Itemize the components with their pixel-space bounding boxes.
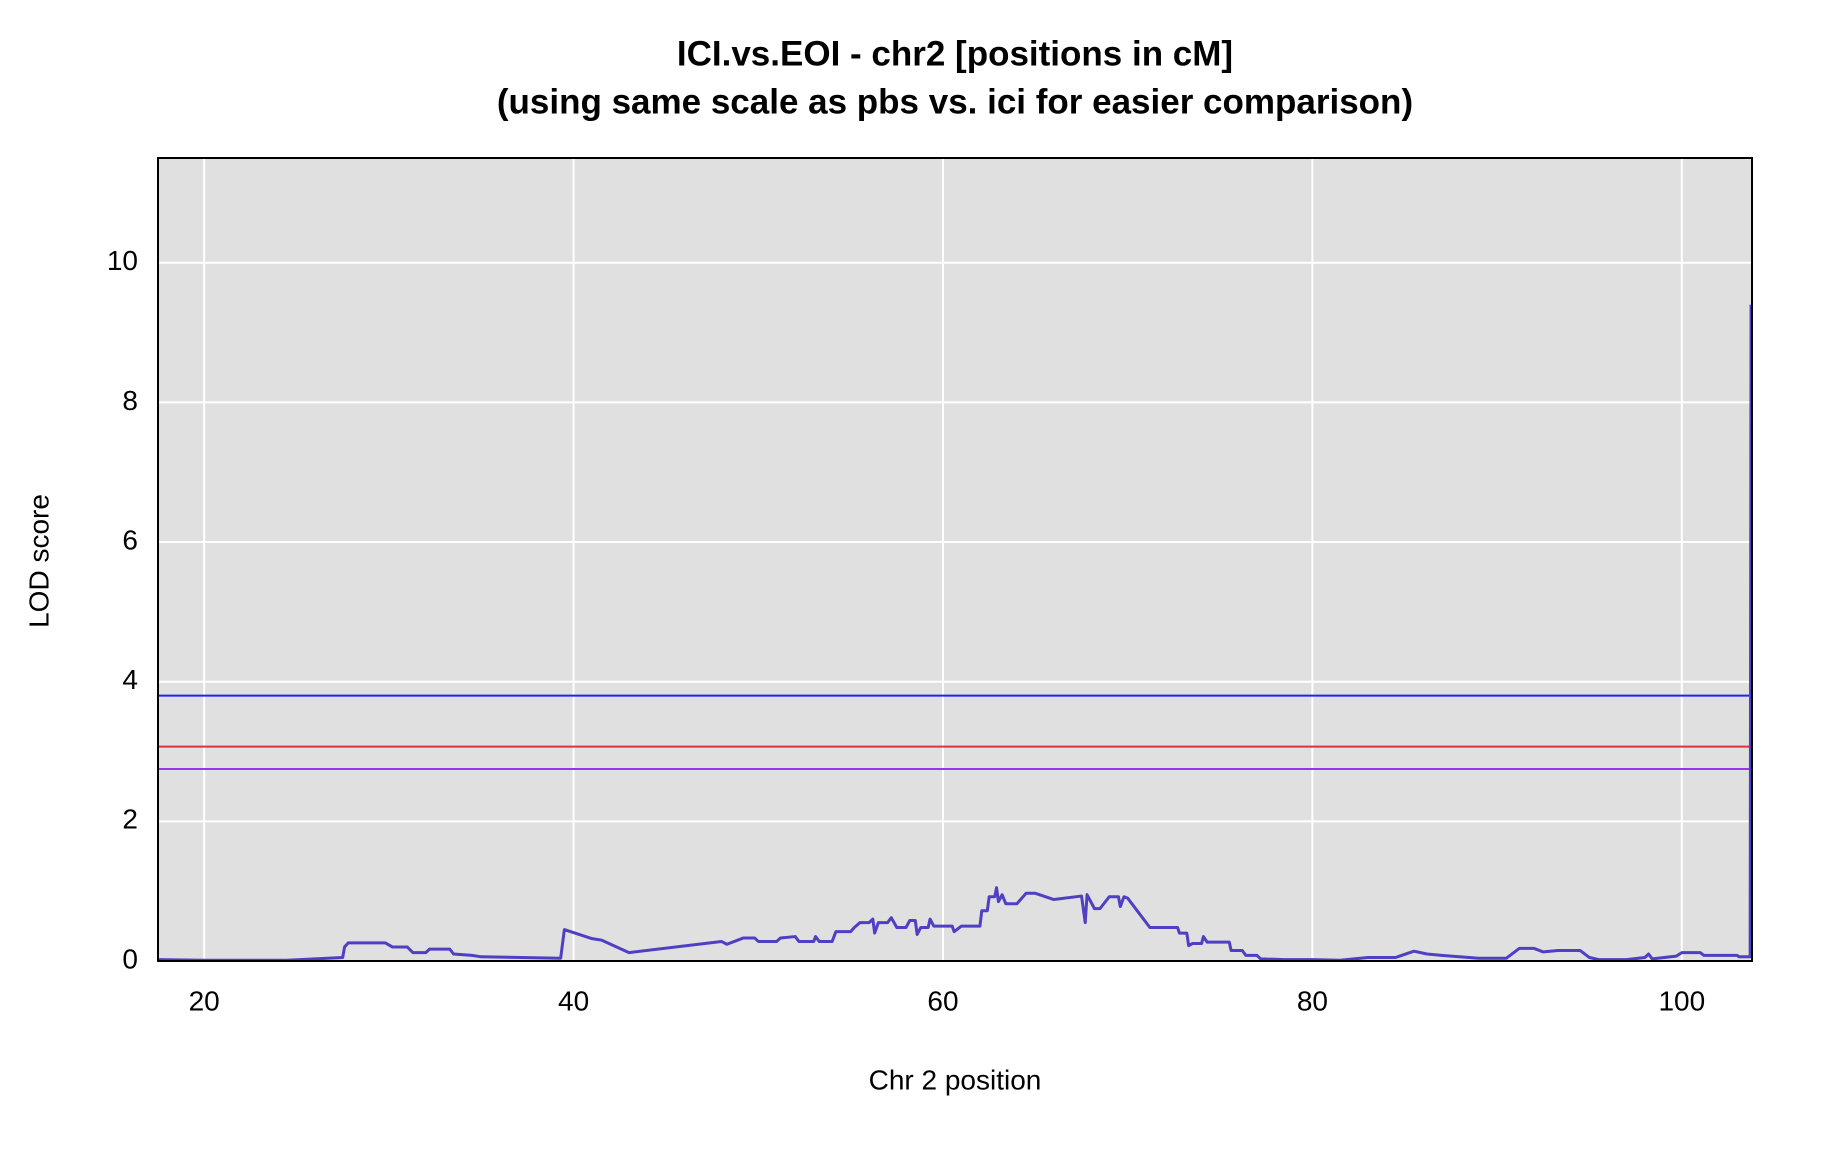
x-tick-label: 40 <box>558 985 589 1016</box>
x-tick-label: 60 <box>927 985 958 1016</box>
y-tick-label: 8 <box>122 385 138 416</box>
chart-title: ICI.vs.EOI - chr2 [positions in cM] <box>677 34 1233 73</box>
y-tick-label: 10 <box>107 245 138 276</box>
x-tick-label: 80 <box>1297 985 1328 1016</box>
lod-line <box>157 304 1753 962</box>
plot-background <box>158 158 1752 961</box>
y-tick-label: 2 <box>122 804 138 835</box>
x-tick-label: 100 <box>1658 985 1705 1016</box>
y-axis-label: LOD score <box>23 494 54 628</box>
y-tick-label: 0 <box>122 943 138 974</box>
x-tick-label: 20 <box>189 985 220 1016</box>
plot-frame <box>157 157 1753 962</box>
y-tick-label: 4 <box>122 664 138 695</box>
x-axis-label: Chr 2 position <box>869 1064 1042 1095</box>
chart-subtitle: (using same scale as pbs vs. ici for eas… <box>497 82 1413 121</box>
y-tick-label: 6 <box>122 524 138 555</box>
